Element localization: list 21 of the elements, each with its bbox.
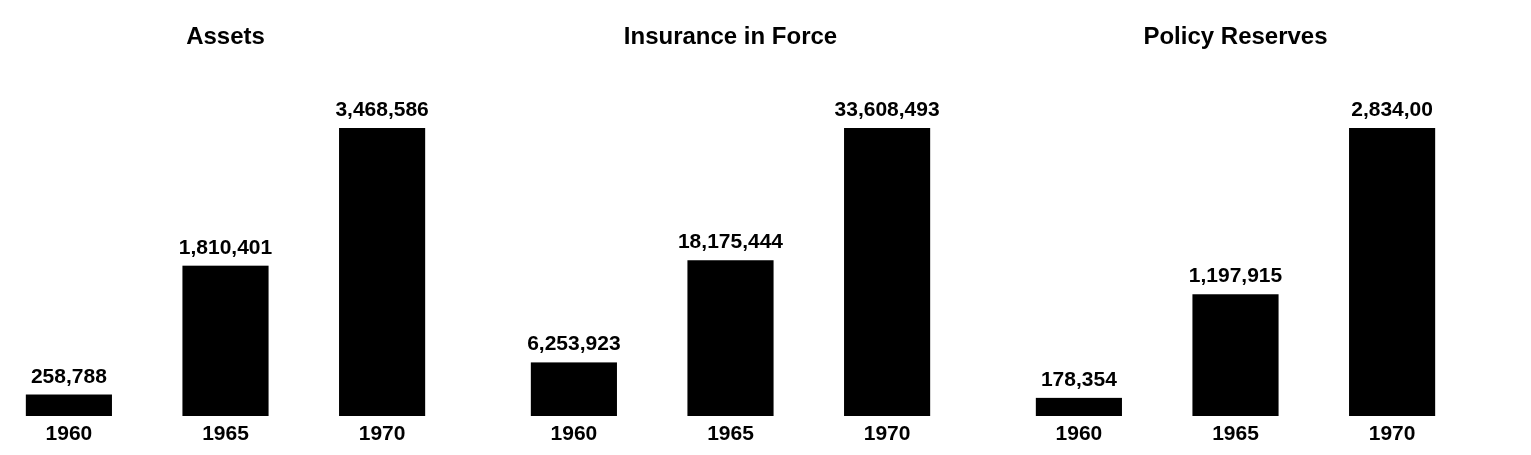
x-tick-label: 1965 [1212, 421, 1260, 444]
x-tick-label: 1960 [45, 421, 93, 444]
data-label: 1,810,401 [178, 234, 273, 258]
chart-title: Assets [186, 22, 265, 49]
x-tick-label: 1965 [707, 421, 755, 444]
data-label: 33,608,493 [834, 97, 940, 120]
x-tick-label: 1960 [550, 421, 598, 444]
data-label: 258,788 [30, 363, 108, 387]
x-tick-label: 1970 [358, 421, 406, 444]
data-label: 18,175,444 [677, 229, 784, 253]
data-label: 6,253,923 [527, 331, 621, 355]
x-tick-label: 1965 [202, 421, 250, 444]
data-label: 3,468,586 [335, 97, 429, 120]
data-label: 1,197,915 [1188, 263, 1283, 287]
x-tick-label: 1970 [1368, 421, 1416, 444]
chart-title: Policy Reserves [1143, 22, 1328, 49]
data-label: 178,354 [1040, 366, 1118, 390]
chart-title: Insurance in Force [623, 22, 838, 49]
x-tick-label: 1960 [1055, 421, 1103, 444]
x-tick-label: 1970 [863, 421, 911, 444]
data-label: 2,834,00 [1351, 97, 1433, 120]
